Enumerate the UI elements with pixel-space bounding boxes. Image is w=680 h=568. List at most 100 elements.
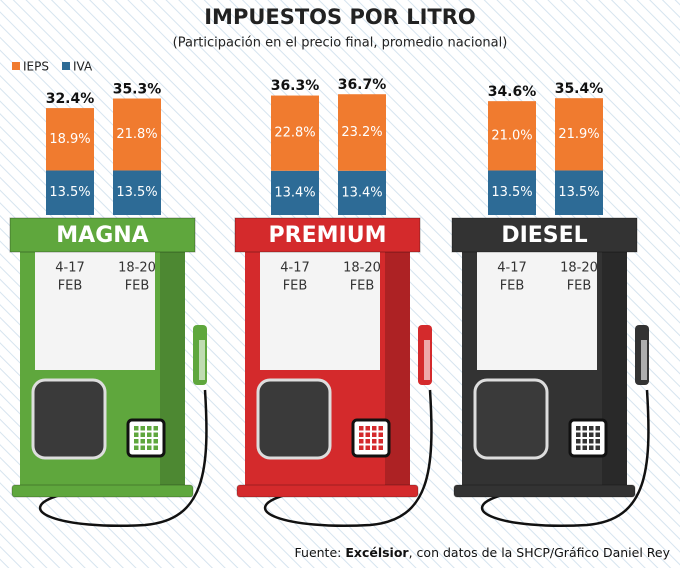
pump-header — [451, 217, 638, 253]
bar-segment — [271, 170, 319, 215]
period-month: FEB — [58, 279, 83, 294]
pump-base — [11, 484, 194, 498]
hose — [263, 389, 433, 527]
period-month: FEB — [567, 279, 592, 294]
nozzle-handle — [424, 340, 430, 380]
source: Fuente: Excélsior, con datos de la SHCP/… — [295, 545, 671, 560]
keypad — [126, 418, 166, 458]
keypad — [351, 418, 391, 458]
key — [134, 439, 139, 444]
key — [378, 432, 383, 437]
bar-segment — [46, 108, 94, 171]
value-label: 13.4% — [341, 185, 382, 200]
group-name: MAGNA — [56, 223, 148, 248]
key — [576, 426, 581, 431]
bar-segment — [113, 98, 161, 171]
key — [153, 445, 158, 450]
nozzle-handle — [641, 340, 647, 380]
key — [582, 432, 587, 437]
bar-segment — [338, 94, 386, 171]
period-month: FEB — [500, 279, 525, 294]
hose — [38, 389, 208, 527]
legend-swatch — [12, 62, 20, 70]
key — [140, 445, 145, 450]
key — [576, 439, 581, 444]
period-days: 18-20 — [560, 261, 598, 276]
source-prefix: Fuente: — [295, 545, 346, 560]
bar-segment — [488, 101, 536, 171]
pump-window — [477, 250, 597, 370]
total-label: 32.4% — [46, 91, 95, 107]
period-month: FEB — [125, 279, 150, 294]
bar-segment — [271, 95, 319, 171]
key — [365, 439, 370, 444]
period-days: 18-20 — [118, 261, 156, 276]
key — [365, 426, 370, 431]
key — [140, 432, 145, 437]
key — [576, 445, 581, 450]
total-label: 36.3% — [271, 78, 320, 94]
key — [147, 445, 152, 450]
total-label: 35.3% — [113, 82, 162, 98]
key — [582, 439, 587, 444]
value-label: 18.9% — [49, 132, 90, 147]
period-days: 4-17 — [55, 261, 85, 276]
pump-shade — [385, 240, 410, 495]
bar-segment — [113, 170, 161, 215]
bar-segment — [338, 170, 386, 215]
key — [372, 432, 377, 437]
key — [147, 426, 152, 431]
total-label: 34.6% — [488, 84, 537, 100]
key — [589, 426, 594, 431]
key — [372, 439, 377, 444]
value-label: 13.5% — [116, 185, 157, 200]
key — [378, 445, 383, 450]
value-label: 21.8% — [116, 127, 157, 142]
legend-label: IEPS — [23, 60, 49, 74]
key — [134, 432, 139, 437]
group-name: PREMIUM — [269, 223, 387, 248]
key — [595, 445, 600, 450]
key — [378, 439, 383, 444]
period-days: 4-17 — [280, 261, 310, 276]
pump-screen — [256, 378, 332, 460]
keypad — [568, 418, 608, 458]
bar-segment — [488, 170, 536, 215]
source-brand: Excélsior — [345, 545, 409, 560]
key — [147, 439, 152, 444]
period-month: FEB — [350, 279, 375, 294]
nozzle-handle — [199, 340, 205, 380]
key — [595, 432, 600, 437]
pump-base — [236, 484, 419, 498]
key — [359, 445, 364, 450]
key — [582, 445, 587, 450]
key — [378, 426, 383, 431]
key — [365, 432, 370, 437]
key — [147, 432, 152, 437]
key — [359, 426, 364, 431]
value-label: 13.5% — [558, 185, 599, 200]
key — [595, 439, 600, 444]
value-label: 13.5% — [491, 185, 532, 200]
pump-screen — [473, 378, 549, 460]
key — [140, 439, 145, 444]
legend-label: IVA — [73, 60, 93, 74]
bar-segment — [555, 98, 603, 171]
key — [372, 445, 377, 450]
bar-segment — [46, 170, 94, 215]
pump-shade — [160, 240, 185, 495]
pump-base — [453, 484, 636, 498]
value-label: 21.9% — [558, 127, 599, 142]
key — [153, 426, 158, 431]
chart-title: IMPUESTOS POR LITRO — [204, 5, 476, 29]
pump-header — [234, 217, 421, 253]
value-label: 13.4% — [274, 185, 315, 200]
key — [589, 439, 594, 444]
group-name: DIESEL — [501, 223, 587, 248]
key — [134, 426, 139, 431]
period-month: FEB — [283, 279, 308, 294]
key — [582, 426, 587, 431]
value-label: 23.2% — [341, 125, 382, 140]
period-days: 18-20 — [343, 261, 381, 276]
